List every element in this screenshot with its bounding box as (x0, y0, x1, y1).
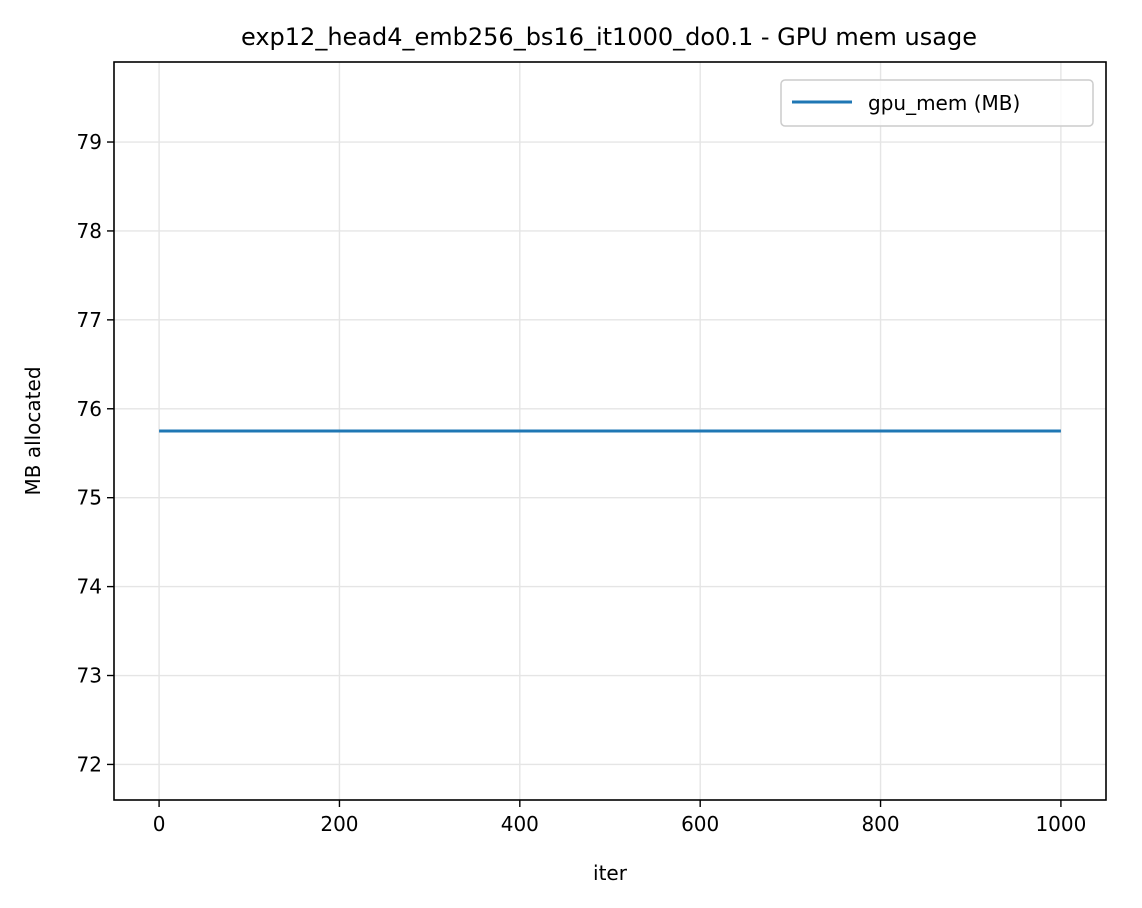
legend: gpu_mem (MB) (780, 79, 1094, 127)
y-axis-label: MB allocated (21, 366, 45, 495)
y-tick-label: 76 (77, 397, 102, 421)
y-tick-label: 78 (77, 219, 102, 243)
x-axis-label: iter (593, 861, 628, 885)
y-axis-ticks: 72 73 74 75 76 77 78 79 (77, 130, 114, 776)
x-tick-label: 400 (501, 812, 539, 836)
chart-title: exp12_head4_emb256_bs16_it1000_do0.1 - G… (241, 23, 977, 51)
x-tick-label: 600 (681, 812, 719, 836)
x-tick-label: 0 (153, 812, 166, 836)
x-tick-label: 800 (861, 812, 899, 836)
x-axis-ticks: 0 200 400 600 800 1000 (153, 800, 1086, 836)
y-tick-label: 73 (77, 664, 102, 688)
y-tick-label: 75 (77, 486, 102, 510)
legend-box (780, 79, 1094, 127)
legend-label-gpu-mem: gpu_mem (MB) (868, 91, 1020, 115)
y-tick-label: 72 (77, 752, 102, 776)
y-tick-label: 74 (77, 575, 102, 599)
plot-area-frame (113, 61, 1107, 801)
y-tick-label: 79 (77, 130, 102, 154)
x-tick-label: 200 (320, 812, 358, 836)
y-tick-label: 77 (77, 308, 102, 332)
x-tick-label: 1000 (1035, 812, 1086, 836)
